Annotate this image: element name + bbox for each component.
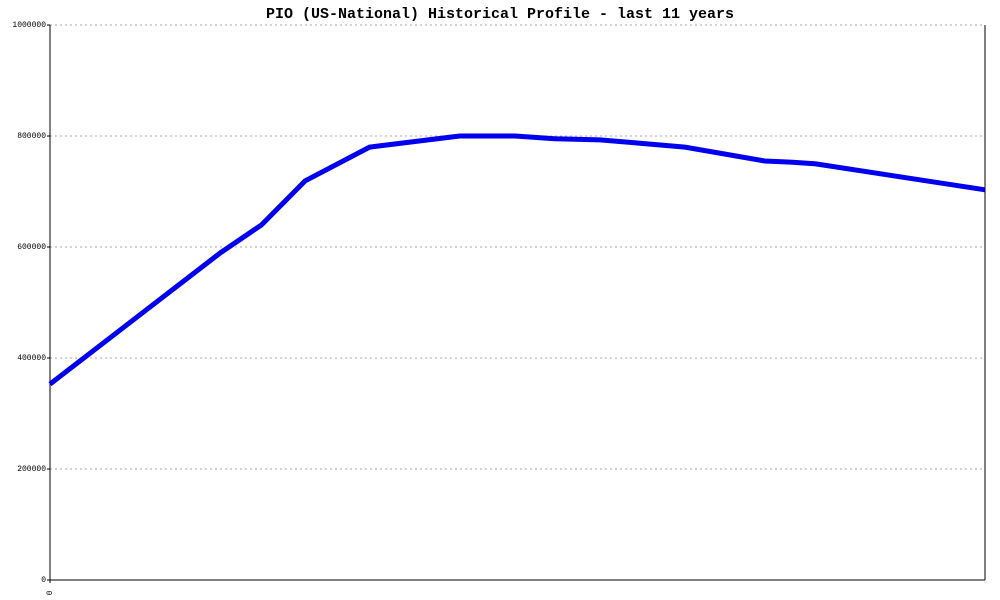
data-line — [48, 133, 986, 387]
chart-title: PIO (US-National) Historical Profile - l… — [266, 6, 734, 23]
y-tick-label: 1000000 — [12, 21, 46, 30]
y-tick-label: 600000 — [17, 243, 46, 252]
x-tick-label: 0 — [46, 590, 55, 595]
y-tick-label: 800000 — [17, 132, 46, 141]
y-tick-label: 400000 — [17, 354, 46, 363]
y-tick-label: 200000 — [17, 465, 46, 474]
y-tick-label: 0 — [41, 576, 46, 585]
